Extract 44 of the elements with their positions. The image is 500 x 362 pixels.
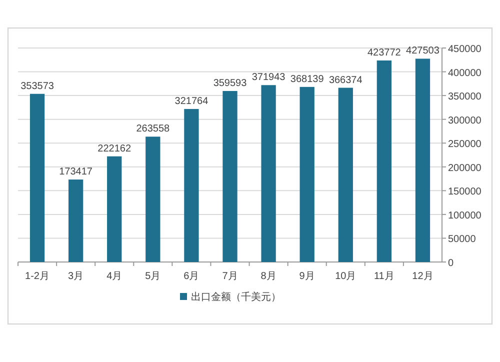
bar — [30, 94, 45, 262]
bar — [300, 86, 314, 262]
bar — [338, 88, 353, 262]
x-tick-label: 1-2月 — [25, 271, 50, 282]
bar — [261, 85, 276, 262]
data-label: 371943 — [252, 72, 286, 84]
y-tick-label: 100000 — [448, 210, 482, 222]
y-tick-label: 200000 — [448, 162, 482, 174]
legend-label: 出口金额（千美元） — [191, 291, 281, 303]
bar — [376, 60, 392, 262]
data-label: 423772 — [367, 47, 402, 58]
y-tick-label: 0 — [448, 258, 454, 269]
x-tick-label: 6月 — [184, 271, 200, 282]
y-tick-label: 150000 — [448, 186, 482, 198]
bar — [146, 136, 160, 262]
data-label: 359593 — [213, 78, 248, 89]
x-tick-label: 10月 — [335, 271, 356, 282]
bar — [68, 180, 84, 262]
x-tick-label: 7月 — [222, 271, 238, 282]
x-tick-label: 12月 — [412, 271, 434, 282]
bar — [107, 156, 122, 262]
y-tick-label: 300000 — [448, 115, 482, 126]
y-tick-label: 450000 — [448, 44, 482, 55]
data-label: 366374 — [328, 74, 363, 86]
data-label: 173417 — [59, 166, 93, 178]
x-tick-label: 3月 — [68, 271, 84, 282]
data-label: 321764 — [174, 96, 209, 107]
x-tick-label: 8月 — [260, 271, 276, 282]
data-label: 353573 — [20, 80, 54, 92]
data-label: 222162 — [98, 143, 132, 154]
x-tick-label: 4月 — [106, 271, 122, 282]
y-tick-label: 400000 — [448, 68, 482, 79]
data-label: 427503 — [406, 46, 440, 57]
data-label: 368139 — [290, 74, 324, 85]
y-tick-label: 50000 — [448, 234, 476, 246]
y-tick-label: 350000 — [448, 92, 482, 103]
bar — [415, 58, 430, 262]
x-tick-label: 9月 — [299, 271, 315, 282]
data-label: 263558 — [136, 124, 170, 135]
x-tick-label: 11月 — [374, 271, 394, 282]
x-tick-label: 5月 — [145, 271, 161, 282]
bar — [222, 90, 238, 262]
y-tick-label: 250000 — [448, 139, 482, 150]
bar — [184, 108, 199, 262]
